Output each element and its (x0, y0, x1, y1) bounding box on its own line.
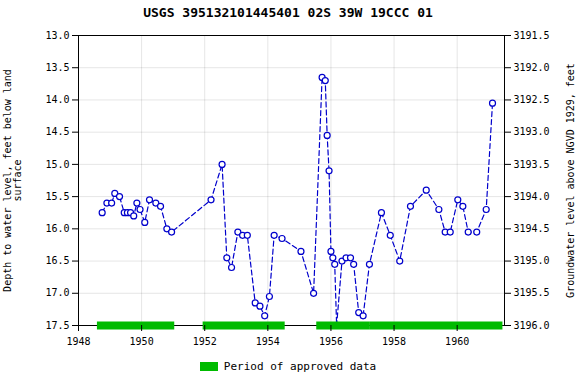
svg-text:1956: 1956 (319, 336, 343, 347)
svg-text:16.0: 16.0 (45, 223, 69, 234)
svg-text:13.5: 13.5 (45, 62, 69, 73)
svg-text:3194.5: 3194.5 (514, 223, 550, 234)
svg-text:17.5: 17.5 (45, 320, 69, 331)
svg-text:17.0: 17.0 (45, 287, 69, 298)
svg-text:Groundwater level above NGVD 1: Groundwater level above NGVD 1929, feet (565, 63, 576, 298)
svg-text:14.5: 14.5 (45, 126, 69, 137)
svg-text:3195.0: 3195.0 (514, 255, 550, 266)
svg-text:1948: 1948 (66, 336, 90, 347)
svg-text:3195.5: 3195.5 (514, 287, 550, 298)
svg-text:3194.0: 3194.0 (514, 191, 550, 202)
svg-text:3196.0: 3196.0 (514, 320, 550, 331)
svg-text:3192.0: 3192.0 (514, 62, 550, 73)
svg-text:1952: 1952 (193, 336, 217, 347)
svg-text:15.0: 15.0 (45, 159, 69, 170)
svg-text:16.5: 16.5 (45, 255, 69, 266)
svg-text:Depth to water level, feet bel: Depth to water level, feet below landsur… (2, 69, 23, 292)
html-text:USGS 395132101445401 02S 39W 1: USGS 395132101445401 02S 39W 19CCC 01 (143, 5, 433, 20)
svg-text:3192.5: 3192.5 (514, 94, 550, 105)
svg-text:1960: 1960 (445, 336, 469, 347)
svg-text:3193.0: 3193.0 (514, 126, 550, 137)
svg-text:3191.5: 3191.5 (514, 30, 550, 41)
svg-text:15.5: 15.5 (45, 191, 69, 202)
svg-text:1954: 1954 (256, 336, 280, 347)
svg-text:14.0: 14.0 (45, 94, 69, 105)
svg-text:3193.5: 3193.5 (514, 159, 550, 170)
html-text:Period of approved data: Period of approved data (223, 359, 377, 373)
svg-text:13.0: 13.0 (45, 30, 69, 41)
svg-text:1950: 1950 (130, 336, 154, 347)
svg-text:1958: 1958 (382, 336, 406, 347)
